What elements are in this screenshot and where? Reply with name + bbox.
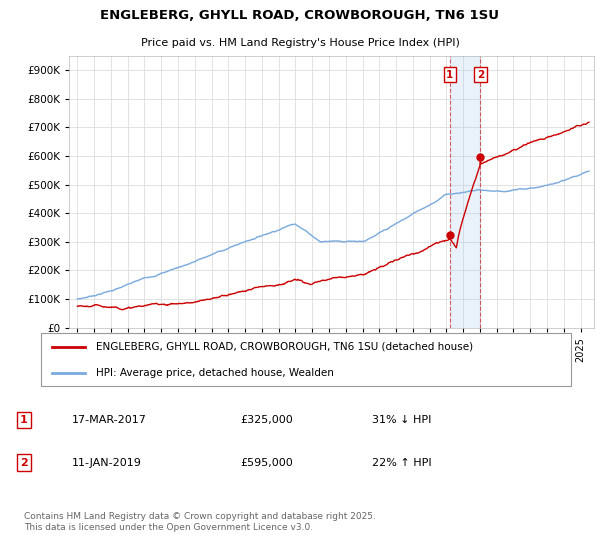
Text: £595,000: £595,000: [240, 458, 293, 468]
Bar: [450, 56, 481, 328]
Text: HPI: Average price, detached house, Wealden: HPI: Average price, detached house, Weal…: [96, 368, 334, 378]
Text: Price paid vs. HM Land Registry's House Price Index (HPI): Price paid vs. HM Land Registry's House …: [140, 38, 460, 48]
Text: 17-MAR-2017: 17-MAR-2017: [72, 415, 147, 425]
Text: 31% ↓ HPI: 31% ↓ HPI: [372, 415, 431, 425]
Text: £325,000: £325,000: [240, 415, 293, 425]
Text: 1: 1: [20, 415, 28, 425]
Text: 11-JAN-2019: 11-JAN-2019: [72, 458, 142, 468]
Text: 2: 2: [477, 69, 484, 80]
Text: 22% ↑ HPI: 22% ↑ HPI: [372, 458, 431, 468]
Text: Contains HM Land Registry data © Crown copyright and database right 2025.
This d: Contains HM Land Registry data © Crown c…: [24, 512, 376, 531]
Text: 2: 2: [20, 458, 28, 468]
FancyBboxPatch shape: [41, 333, 571, 386]
Text: ENGLEBERG, GHYLL ROAD, CROWBOROUGH, TN6 1SU (detached house): ENGLEBERG, GHYLL ROAD, CROWBOROUGH, TN6 …: [96, 342, 473, 352]
Text: 1: 1: [446, 69, 454, 80]
Text: ENGLEBERG, GHYLL ROAD, CROWBOROUGH, TN6 1SU: ENGLEBERG, GHYLL ROAD, CROWBOROUGH, TN6 …: [101, 9, 499, 22]
